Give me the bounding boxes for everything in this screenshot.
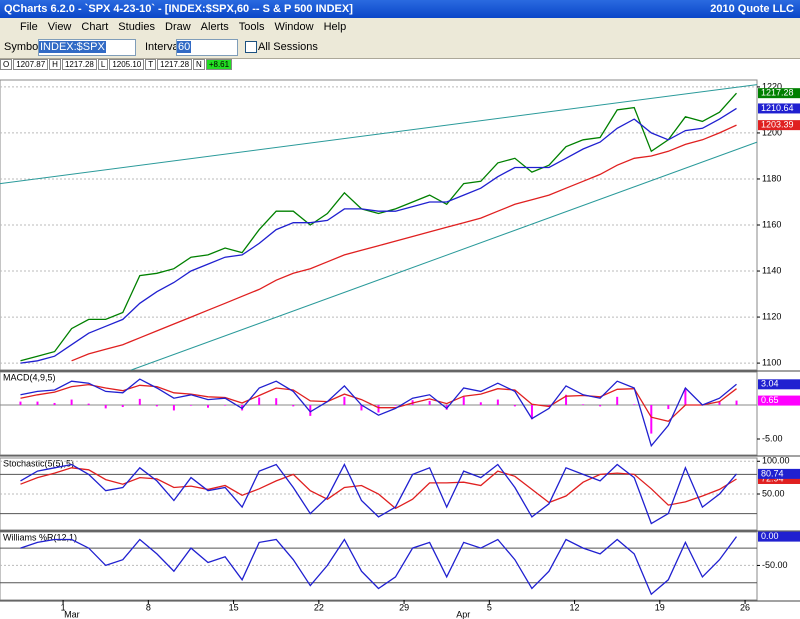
y-tick-label: -50.00 bbox=[762, 560, 788, 570]
menu-item[interactable]: Alerts bbox=[200, 21, 229, 33]
last-value-box bbox=[758, 473, 800, 484]
last-value-label: 1210.64 bbox=[761, 103, 794, 113]
y-tick-label: 1140 bbox=[762, 265, 781, 275]
x-tick-label: 12 bbox=[570, 602, 580, 612]
quote-value: 1217.28 bbox=[157, 59, 193, 70]
y-tick-label: 100.00 bbox=[762, 456, 790, 466]
last-value-label: 1217.28 bbox=[761, 88, 794, 98]
x-tick-label: 19 bbox=[655, 602, 665, 612]
y-tick-label: 1160 bbox=[762, 219, 781, 229]
menu-item[interactable]: Help bbox=[323, 21, 347, 33]
panel-title: Williams %R(12,1) bbox=[3, 532, 77, 542]
menu-bar: File View Chart Studies Draw Alerts Tools Windo… bbox=[0, 18, 800, 36]
panel-frame bbox=[0, 531, 758, 601]
quote-label: O bbox=[0, 59, 13, 70]
last-value-box bbox=[758, 103, 800, 114]
month-label: Mar bbox=[64, 609, 80, 619]
y-tick-label: 1200 bbox=[762, 127, 782, 137]
x-tick-label: 15 bbox=[229, 602, 239, 612]
series-line bbox=[20, 536, 738, 596]
title-bar: QCharts 6.2.0 - `SPX 4-23-10` - [INDEX:$… bbox=[0, 0, 800, 18]
last-value-box bbox=[758, 379, 800, 390]
y-tick-label: 50.00 bbox=[762, 488, 785, 498]
menu-item[interactable]: Draw bbox=[165, 21, 191, 33]
x-tick-label: 26 bbox=[740, 602, 750, 612]
quote-label: H bbox=[49, 59, 61, 70]
trendline bbox=[0, 84, 758, 185]
quote-label: T bbox=[145, 59, 157, 70]
quote-bar: O 1207.87 H 1217.28 L 1205.10 T 1217.28 N +8.61 bbox=[0, 59, 800, 70]
interval-input[interactable]: 60 bbox=[176, 39, 238, 56]
y-tick-label: -5.00 bbox=[762, 433, 783, 443]
last-value-label: 3.04 bbox=[761, 379, 779, 389]
panel-title: MACD(4,9,5) bbox=[3, 372, 56, 382]
y-tick-label: 1220 bbox=[762, 81, 782, 91]
last-value-box bbox=[758, 120, 800, 131]
panel-title: Stochastic(5(5),5) bbox=[3, 458, 74, 468]
last-value-box bbox=[758, 88, 800, 99]
series-line bbox=[20, 463, 737, 525]
menu-item[interactable]: Window bbox=[274, 21, 314, 33]
menu-item[interactable]: Tools bbox=[238, 21, 265, 33]
window-title: QCharts 6.2.0 - `SPX 4-23-10` - [INDEX:$… bbox=[4, 3, 353, 15]
checkbox[interactable] bbox=[245, 41, 257, 53]
chart-area: 11001120114011601180120012201217.281210.… bbox=[0, 70, 800, 619]
menu-item[interactable]: View bbox=[47, 21, 72, 33]
y-tick-label: 1100 bbox=[762, 357, 781, 367]
company: 2010 Quote LLC bbox=[710, 3, 794, 15]
y-tick-label: 1180 bbox=[762, 173, 781, 183]
menu-item[interactable]: File bbox=[20, 21, 38, 33]
chart-background bbox=[0, 70, 800, 619]
quote-value: 1205.10 bbox=[109, 59, 145, 70]
x-tick-label: 1 bbox=[61, 602, 66, 612]
x-tick-label: 8 bbox=[146, 602, 151, 612]
symbol-value: INDEX:$SPX bbox=[39, 41, 106, 53]
quote-label: N bbox=[193, 59, 205, 70]
panel-frame bbox=[0, 371, 758, 456]
quote-value: +8.61 bbox=[205, 59, 233, 70]
trendline bbox=[131, 141, 758, 371]
menu-item[interactable]: Studies bbox=[118, 21, 155, 33]
last-value-box bbox=[758, 531, 800, 542]
last-value-label: 0.00 bbox=[761, 531, 779, 541]
series-line bbox=[20, 107, 737, 364]
x-tick-label: 22 bbox=[314, 602, 324, 612]
month-label: Apr bbox=[456, 609, 470, 619]
last-value-label: 0.65 bbox=[761, 395, 779, 405]
series-line bbox=[20, 467, 737, 510]
last-value-box bbox=[758, 468, 800, 479]
last-value-label: 1203.39 bbox=[761, 120, 794, 130]
last-value-label: 80.74 bbox=[761, 468, 784, 478]
series-line bbox=[20, 383, 737, 423]
series-line bbox=[20, 92, 737, 362]
last-value-box bbox=[758, 395, 800, 406]
quote-value: 1207.87 bbox=[13, 59, 49, 70]
menu-item[interactable]: Chart bbox=[81, 21, 109, 33]
toolbar: Symbol INDEX:$SPX Interval 60 All Sessio… bbox=[0, 36, 800, 59]
quote-value: 1217.28 bbox=[61, 59, 97, 70]
series-line bbox=[20, 378, 737, 448]
series-line bbox=[71, 124, 737, 362]
x-tick-label: 5 bbox=[487, 602, 492, 612]
symbol-label: Symbol bbox=[4, 41, 41, 53]
all-sessions-label: All Sessions bbox=[258, 41, 318, 53]
y-tick-label: 1120 bbox=[762, 311, 781, 321]
quote-label: L bbox=[97, 59, 109, 70]
symbol-input[interactable]: INDEX:$SPX bbox=[38, 39, 136, 56]
x-tick-label: 29 bbox=[399, 602, 409, 612]
interval-label: Interval bbox=[145, 41, 182, 53]
interval-value: 60 bbox=[177, 41, 192, 53]
